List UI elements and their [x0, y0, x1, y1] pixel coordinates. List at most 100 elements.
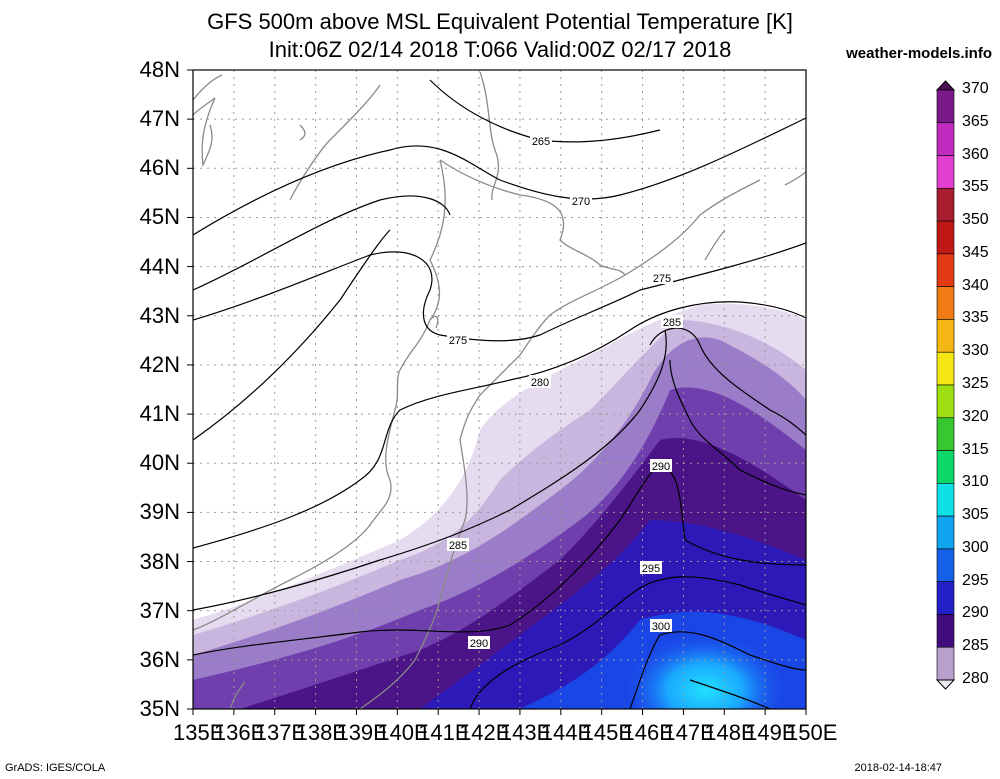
- contour-label: 285: [447, 538, 469, 552]
- colorbar-label: 290: [962, 604, 989, 622]
- colorbar-label: 360: [962, 145, 989, 163]
- chart-title: GFS 500m above MSL Equivalent Potential …: [207, 9, 793, 34]
- lat-label: 47N: [139, 106, 180, 132]
- lon-label: 148E: [704, 720, 756, 745]
- colorbar-arrow-top: [935, 80, 956, 91]
- contour-290: [193, 464, 806, 656]
- lon-label: 143E: [499, 720, 552, 745]
- lon-label: 136E: [213, 720, 266, 745]
- lon-label: 140E: [377, 720, 429, 745]
- colorbar-label: 365: [962, 112, 989, 130]
- lat-label: 45N: [139, 204, 180, 230]
- contour-label: 290: [650, 459, 672, 473]
- lon-label: 142E: [459, 720, 511, 745]
- svg-text:275: 275: [653, 273, 671, 285]
- contour-label: 270: [570, 194, 592, 208]
- lon-label: 150E: [786, 720, 838, 745]
- lon-label: 146E: [622, 720, 674, 745]
- colorbar-swatch: [936, 646, 955, 681]
- contour-280: [193, 301, 806, 549]
- colorbar-label: 315: [962, 440, 989, 458]
- colorbar-swatch: [936, 122, 955, 156]
- lon-label: 149E: [745, 720, 797, 745]
- contour-265: [429, 79, 661, 143]
- footer-timestamp: 2018-02-14-18:47: [854, 762, 942, 774]
- colorbar-arrow-bottom: [935, 679, 956, 690]
- lon-label: 137E: [254, 720, 307, 745]
- coastline: [193, 71, 806, 709]
- lat-label: 36N: [139, 646, 180, 672]
- colorbar-swatch: [936, 417, 955, 451]
- contour-285: [193, 329, 667, 611]
- contour-305: [689, 679, 771, 709]
- contour-300: [629, 631, 806, 709]
- footer-credit: GrADS: IGES/COLA: [5, 762, 106, 774]
- colorbar-swatch: [936, 614, 955, 648]
- lat-label: 35N: [139, 696, 180, 721]
- contour-275-mid: [193, 242, 806, 342]
- colorbar-swatch: [936, 515, 955, 550]
- contour-295: [469, 576, 806, 709]
- colorbar-swatch: [936, 351, 955, 386]
- contour-label: 280: [529, 375, 551, 389]
- colorbar-swatch: [936, 89, 955, 124]
- contour-label: 265: [530, 134, 552, 148]
- colorbar-label: 340: [962, 276, 989, 294]
- svg-text:290: 290: [652, 461, 670, 473]
- lat-label: 37N: [139, 597, 180, 623]
- lon-label: 147E: [663, 720, 715, 745]
- colorbar-swatch: [936, 548, 955, 582]
- lat-label: 40N: [139, 450, 180, 476]
- contour-285-north: [649, 327, 806, 436]
- chart-subtitle: Init:06Z 02/14 2018 T:066 Valid:00Z 02/1…: [268, 37, 732, 62]
- contour-label: 285: [661, 315, 683, 329]
- lat-label: 46N: [139, 155, 180, 181]
- contour-275-south: [193, 229, 391, 441]
- lat-label: 43N: [139, 302, 180, 328]
- lon-label: 138E: [295, 720, 347, 745]
- svg-text:270: 270: [572, 196, 590, 208]
- contour-275-north: [193, 195, 451, 291]
- colorbar-label: 355: [962, 178, 989, 196]
- lat-label: 41N: [139, 401, 180, 427]
- colorbar-label: 300: [962, 538, 989, 556]
- colorbar-label: 310: [962, 473, 989, 491]
- colorbar-label: 280: [962, 670, 989, 687]
- colorbar-swatch: [936, 450, 955, 484]
- colorbar-label: 325: [962, 375, 989, 392]
- svg-text:265: 265: [532, 136, 550, 148]
- colorbar-swatch: [936, 155, 955, 189]
- colorbar-swatch: [936, 220, 955, 255]
- contour-label: 275: [447, 333, 469, 347]
- contour-270: [193, 117, 806, 236]
- lon-label: 141E: [418, 720, 470, 745]
- lat-label: 39N: [139, 499, 180, 525]
- colorbar-label: 370: [962, 80, 989, 97]
- shade-cyan-core: [620, 630, 790, 709]
- lat-label: 42N: [139, 351, 180, 377]
- lat-label: 38N: [139, 548, 180, 574]
- svg-text:285: 285: [449, 540, 467, 552]
- contour-label: 290: [468, 636, 490, 650]
- contour-label: 295: [640, 561, 662, 575]
- colorbar-swatch: [936, 483, 955, 517]
- contour-label: 275: [651, 271, 673, 285]
- svg-text:290: 290: [470, 638, 488, 650]
- svg-text:275: 275: [449, 335, 467, 347]
- colorbar-swatch: [936, 319, 955, 353]
- svg-text:300: 300: [652, 621, 670, 633]
- colorbar-label: 305: [962, 506, 989, 524]
- colorbar: [935, 80, 956, 690]
- site-label: weather-models.info: [846, 45, 992, 62]
- lat-label: 44N: [139, 253, 180, 279]
- colorbar-label: 345: [962, 243, 989, 261]
- colorbar-swatch: [936, 188, 955, 222]
- colorbar-swatch: [936, 286, 955, 320]
- colorbar-label: 335: [962, 309, 989, 327]
- contour-290-east: [669, 359, 806, 496]
- colorbar-swatch: [936, 581, 955, 615]
- colorbar-swatch: [936, 253, 955, 287]
- colorbar-swatch: [936, 384, 955, 419]
- colorbar-label: 320: [962, 407, 989, 425]
